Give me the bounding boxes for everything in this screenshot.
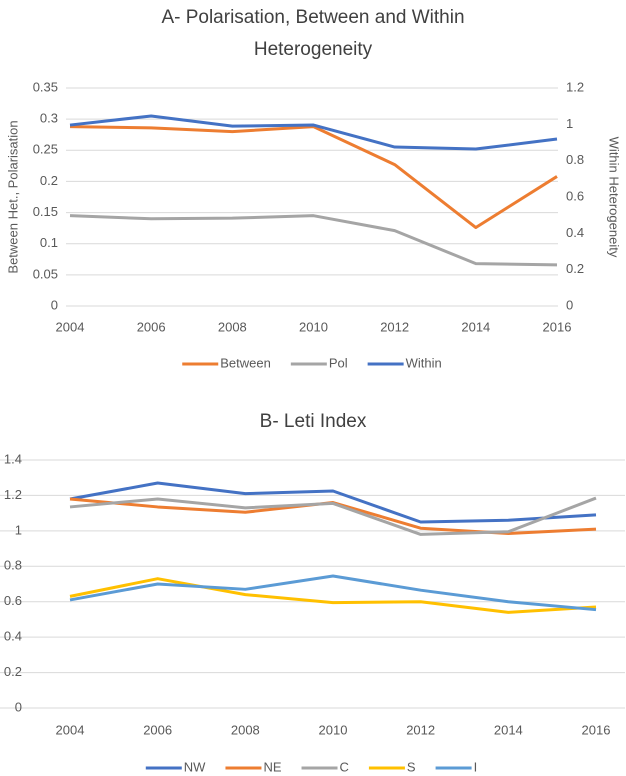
x-tick-label: 2004 bbox=[56, 319, 85, 334]
legend-label: NW bbox=[184, 759, 206, 774]
y-tick-label: 0 bbox=[51, 297, 58, 312]
legend-label: NE bbox=[263, 759, 281, 774]
y-axis-label: Between Het., Polarisation bbox=[5, 120, 20, 273]
legend-label: C bbox=[340, 759, 349, 774]
series-line bbox=[69, 574, 597, 612]
series-line bbox=[69, 481, 597, 524]
x-tick-label: 2010 bbox=[299, 319, 328, 334]
y-tick-label: 0.15 bbox=[33, 204, 58, 219]
legend-label: Within bbox=[406, 355, 442, 370]
x-tick-label: 2008 bbox=[218, 319, 247, 334]
x-tick-label: 2016 bbox=[543, 319, 572, 334]
y-tick-label: 0.35 bbox=[33, 79, 58, 94]
x-tick-label: 2004 bbox=[56, 722, 85, 737]
series-line bbox=[69, 214, 558, 267]
y-tick-label: 0.4 bbox=[4, 629, 22, 644]
y2-tick-label: 1 bbox=[566, 116, 573, 131]
legend-label: Pol bbox=[329, 355, 348, 370]
y-tick-label: 0 bbox=[15, 699, 22, 714]
y-tick-label: 1.4 bbox=[4, 451, 22, 466]
y2-axis-label: Within Heterogeneity bbox=[607, 137, 622, 258]
x-tick-label: 2016 bbox=[582, 722, 611, 737]
y2-tick-label: 0.8 bbox=[566, 152, 584, 167]
y-tick-label: 1.2 bbox=[4, 487, 22, 502]
chart-title: B- Leti Index bbox=[259, 411, 367, 432]
x-tick-label: 2012 bbox=[406, 722, 435, 737]
y-tick-label: 0.3 bbox=[40, 111, 58, 126]
y-tick-label: 1 bbox=[15, 522, 22, 537]
legend-label: Between bbox=[220, 355, 271, 370]
chart-title: A- Polarisation, Between and Within Hete… bbox=[161, 7, 465, 60]
x-tick-label: 2014 bbox=[461, 319, 490, 334]
x-tick-label: 2006 bbox=[137, 319, 166, 334]
series-line bbox=[69, 114, 558, 151]
legend-label: S bbox=[407, 759, 416, 774]
y2-tick-label: 0.6 bbox=[566, 188, 584, 203]
y2-tick-label: 0.4 bbox=[566, 225, 584, 240]
series-line bbox=[69, 577, 597, 614]
y-tick-label: 0.2 bbox=[4, 664, 22, 679]
series-line bbox=[69, 496, 597, 536]
y2-tick-label: 0 bbox=[566, 297, 573, 312]
x-tick-label: 2012 bbox=[380, 319, 409, 334]
y-tick-label: 0.05 bbox=[33, 266, 58, 281]
y-tick-label: 0.2 bbox=[40, 173, 58, 188]
x-tick-label: 2006 bbox=[143, 722, 172, 737]
y-tick-label: 0.25 bbox=[33, 142, 58, 157]
y-tick-label: 0.1 bbox=[40, 235, 58, 250]
y-tick-label: 0.8 bbox=[4, 558, 22, 573]
y-tick-label: 0.6 bbox=[4, 593, 22, 608]
legend-label: I bbox=[474, 759, 478, 774]
y2-tick-label: 0.2 bbox=[566, 261, 584, 276]
series-line bbox=[69, 125, 558, 230]
x-tick-label: 2014 bbox=[494, 722, 523, 737]
y2-tick-label: 1.2 bbox=[566, 79, 584, 94]
x-tick-label: 2008 bbox=[231, 722, 260, 737]
x-tick-label: 2010 bbox=[319, 722, 348, 737]
